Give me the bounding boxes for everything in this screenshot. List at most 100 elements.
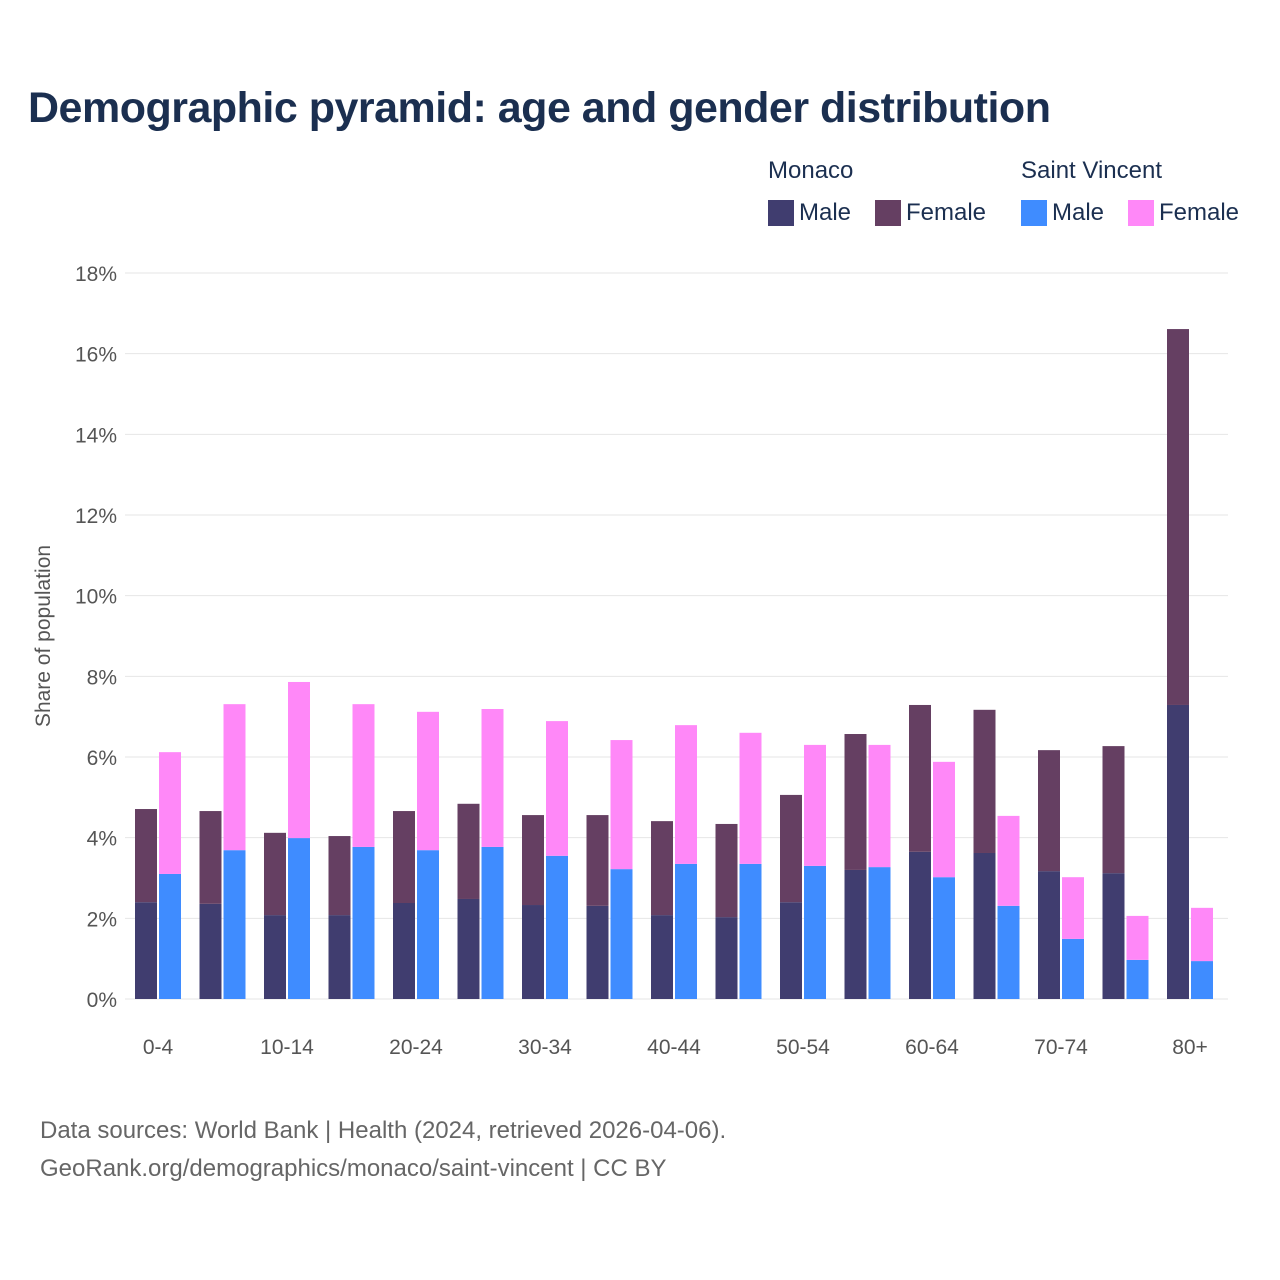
bar-monaco-female-55-59[interactable]: [844, 734, 867, 870]
bar-saint-vincent-female-35-39[interactable]: [610, 740, 633, 870]
bar-monaco-male-20-24[interactable]: [393, 903, 415, 999]
bar-monaco-male-5-9[interactable]: [199, 903, 222, 999]
y-tick-label: 0%: [87, 989, 117, 1012]
bar-monaco-female-60-64[interactable]: [909, 704, 931, 852]
bar-monaco-male-80+[interactable]: [1167, 704, 1189, 999]
bar-saint-vincent-male-10-14[interactable]: [288, 838, 310, 999]
y-tick-label: 6%: [87, 747, 117, 770]
bar-saint-vincent-male-70-74[interactable]: [1062, 938, 1084, 999]
y-tick-label: 14%: [75, 424, 117, 447]
bar-monaco-female-65-69[interactable]: [973, 709, 996, 853]
bar-saint-vincent-male-65-69[interactable]: [997, 905, 1020, 999]
bar-saint-vincent-female-55-59[interactable]: [868, 744, 891, 868]
y-tick-label: 8%: [87, 666, 117, 689]
bar-saint-vincent-female-40-44[interactable]: [675, 725, 697, 864]
bar-saint-vincent-male-55-59[interactable]: [868, 867, 891, 999]
bar-saint-vincent-female-45-49[interactable]: [739, 732, 762, 864]
chart-title: Demographic pyramid: age and gender dist…: [28, 84, 1051, 132]
bar-monaco-female-75-79[interactable]: [1102, 746, 1125, 874]
chart-plot: 0% 2% 4% 6% 8% 10% 12% 14% 16% 18% 0-4 10-14 20-24 3…: [32, 263, 1228, 1059]
bar-monaco-female-70-74[interactable]: [1038, 750, 1060, 872]
bar-saint-vincent-male-5-9[interactable]: [223, 850, 246, 999]
bar-saint-vincent-female-50-54[interactable]: [804, 744, 826, 866]
bar-monaco-male-40-44[interactable]: [651, 915, 673, 999]
bar-saint-vincent-male-15-19[interactable]: [352, 846, 375, 999]
bar-saint-vincent-female-65-69[interactable]: [997, 815, 1020, 906]
legend-monaco-male[interactable]: Male: [768, 199, 851, 227]
bar-saint-vincent-female-70-74[interactable]: [1062, 877, 1084, 939]
y-axis-label: Share of population: [32, 545, 55, 727]
bar-saint-vincent-male-80+[interactable]: [1191, 961, 1213, 999]
bar-monaco-female-40-44[interactable]: [651, 821, 673, 916]
bar-monaco-male-0-4[interactable]: [135, 902, 157, 999]
legend-monaco-female[interactable]: Female: [875, 199, 986, 227]
swatch: [1128, 200, 1154, 226]
bar-saint-vincent-female-10-14[interactable]: [288, 681, 310, 839]
bar-monaco-male-25-29[interactable]: [457, 898, 480, 999]
x-tick-label: 70-74: [1034, 1036, 1088, 1059]
bar-saint-vincent-female-75-79[interactable]: [1126, 915, 1149, 960]
bar-saint-vincent-male-45-49[interactable]: [739, 863, 762, 999]
bar-saint-vincent-female-20-24[interactable]: [417, 711, 439, 851]
bar-monaco-male-30-34[interactable]: [522, 905, 544, 999]
bar-saint-vincent-female-25-29[interactable]: [481, 709, 504, 847]
x-tick-label: 10-14: [260, 1036, 314, 1059]
y-tick-label: 16%: [75, 344, 117, 367]
bar-monaco-female-10-14[interactable]: [264, 832, 286, 916]
bar-monaco-male-70-74[interactable]: [1038, 871, 1060, 999]
y-tick-label: 4%: [87, 828, 117, 851]
bar-monaco-male-75-79[interactable]: [1102, 873, 1125, 999]
x-tick-label: 30-34: [518, 1036, 572, 1059]
bar-monaco-female-80+[interactable]: [1167, 329, 1189, 705]
bar-monaco-male-60-64[interactable]: [909, 851, 931, 999]
bar-saint-vincent-female-0-4[interactable]: [159, 752, 181, 874]
bar-saint-vincent-female-15-19[interactable]: [352, 704, 375, 847]
legend-saint-vincent-male[interactable]: Male: [1021, 199, 1104, 227]
x-tick-label: 0-4: [143, 1036, 174, 1059]
bar-saint-vincent-female-80+[interactable]: [1191, 907, 1213, 962]
bar-monaco-male-35-39[interactable]: [586, 905, 609, 999]
bar-saint-vincent-male-25-29[interactable]: [481, 846, 504, 999]
bar-monaco-female-45-49[interactable]: [715, 823, 738, 918]
bar-saint-vincent-male-20-24[interactable]: [417, 850, 439, 999]
bar-monaco-male-65-69[interactable]: [973, 852, 996, 999]
bar-saint-vincent-male-30-34[interactable]: [546, 855, 568, 999]
bar-saint-vincent-male-75-79[interactable]: [1126, 959, 1149, 999]
bar-monaco-female-30-34[interactable]: [522, 815, 544, 906]
bar-monaco-female-15-19[interactable]: [328, 836, 351, 916]
footer-source: Data sources: World Bank | Health (2024,…: [40, 1117, 727, 1144]
bar-saint-vincent-female-30-34[interactable]: [546, 721, 568, 856]
bar-saint-vincent-male-60-64[interactable]: [933, 877, 955, 999]
bar-monaco-female-35-39[interactable]: [586, 815, 609, 906]
swatch: [1021, 200, 1047, 226]
x-tick-label: 50-54: [776, 1036, 830, 1059]
bar-monaco-male-55-59[interactable]: [844, 869, 867, 999]
bar-monaco-male-10-14[interactable]: [264, 915, 286, 999]
footer-link[interactable]: GeoRank.org/demographics/monaco/saint-vi…: [40, 1155, 667, 1182]
y-tick-label: 2%: [87, 908, 117, 931]
bar-saint-vincent-female-60-64[interactable]: [933, 761, 955, 878]
swatch: [768, 200, 794, 226]
bar-monaco-male-45-49[interactable]: [715, 917, 738, 999]
x-tick-label: 60-64: [905, 1036, 959, 1059]
legend-group-saint-vincent: Saint Vincent: [1021, 157, 1162, 184]
legend-saint-vincent-female[interactable]: Female: [1128, 199, 1239, 227]
x-tick-label: 20-24: [389, 1036, 443, 1059]
x-tick-label: 80+: [1172, 1036, 1208, 1059]
bar-monaco-female-0-4[interactable]: [135, 809, 157, 903]
bar-monaco-female-5-9[interactable]: [199, 811, 222, 904]
bar-saint-vincent-male-50-54[interactable]: [804, 865, 826, 999]
bar-saint-vincent-male-35-39[interactable]: [610, 869, 633, 999]
bar-saint-vincent-male-40-44[interactable]: [675, 863, 697, 999]
bar-monaco-male-50-54[interactable]: [780, 902, 802, 999]
legend-group-monaco: Monaco: [768, 157, 854, 184]
bar-saint-vincent-female-5-9[interactable]: [223, 704, 246, 851]
bar-saint-vincent-male-0-4[interactable]: [159, 873, 181, 999]
y-tick-label: 12%: [75, 505, 117, 528]
bar-monaco-female-50-54[interactable]: [780, 794, 802, 903]
swatch: [875, 200, 901, 226]
bar-monaco-female-25-29[interactable]: [457, 803, 480, 899]
bar-monaco-male-15-19[interactable]: [328, 915, 351, 999]
y-tick-label: 18%: [75, 263, 117, 286]
bar-monaco-female-20-24[interactable]: [393, 811, 415, 904]
